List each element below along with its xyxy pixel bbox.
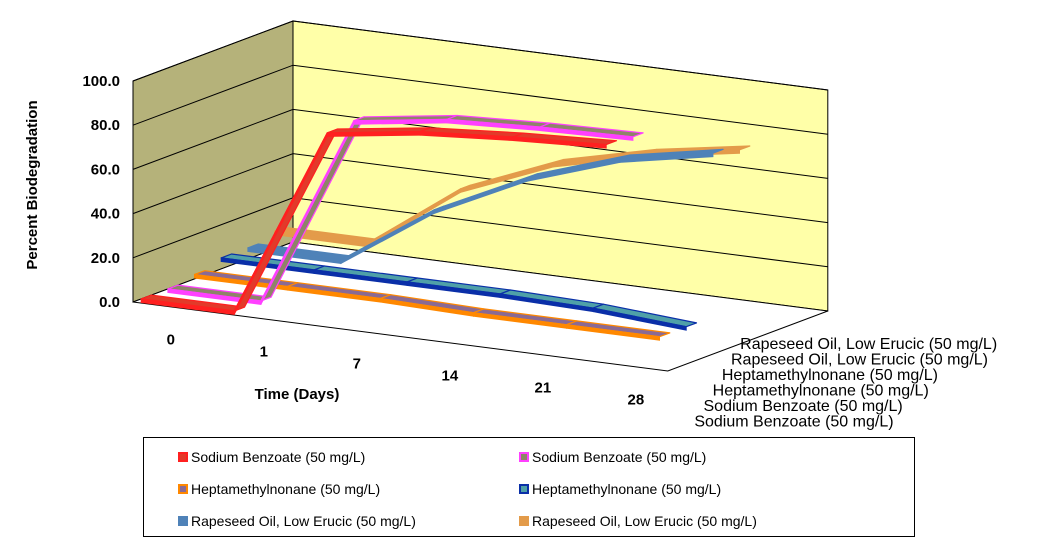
series-ribbon [167, 114, 644, 305]
legend-label: Rapeseed Oil, Low Erucic (50 mg/L) [532, 513, 757, 529]
ribbon-edge [619, 152, 714, 163]
y-axis-title: Percent Biodegradation [24, 100, 41, 269]
y-tick-label: 100.0 [82, 73, 120, 90]
x-axis-title: Time (Days) [255, 386, 340, 403]
y-tick-label: 60.0 [91, 161, 120, 178]
legend-label: Rapeseed Oil, Low Erucic (50 mg/L) [191, 513, 416, 529]
ribbon-edge [353, 118, 448, 125]
x-axis-tick-labels: 0 1 7 14 21 28 [167, 331, 645, 408]
depth-axis-labels: Sodium Benzoate (50 mg/L)Sodium Benzoate… [694, 336, 997, 430]
legend-swatch [519, 452, 529, 462]
gridline [132, 64, 828, 135]
y-tick-label: 80.0 [91, 117, 120, 134]
legend-swatch [178, 452, 188, 462]
depth-tick-label: Heptamethylnonane (50 mg/L) [713, 382, 929, 399]
legend-item: Heptamethylnonane (50 mg/L) [519, 479, 721, 499]
x-tick-label: 0 [167, 331, 175, 348]
legend-swatch [178, 484, 188, 494]
legend-swatch [519, 484, 529, 494]
y-tick-label: 0.0 [99, 294, 120, 311]
x-tick-label: 28 [628, 391, 645, 408]
legend-item: Rapeseed Oil, Low Erucic (50 mg/L) [519, 511, 757, 531]
legend-item: Sodium Benzoate (50 mg/L) [178, 447, 365, 467]
legend-swatch [178, 516, 188, 526]
ribbon-edge [326, 131, 421, 137]
depth-tick-label: Rapeseed Oil, Low Erucic (50 mg/L) [740, 336, 997, 353]
legend-swatch [519, 516, 529, 526]
gridline [132, 20, 828, 91]
depth-tick-label: Sodium Benzoate (50 mg/L) [704, 398, 903, 415]
x-tick-label: 21 [535, 379, 552, 396]
legend-label: Sodium Benzoate (50 mg/L) [191, 449, 366, 465]
chart-series-ribbons [140, 114, 751, 341]
y-tick-label: 20.0 [91, 250, 120, 267]
y-tick-label: 40.0 [91, 206, 120, 223]
x-tick-label: 14 [442, 367, 459, 384]
series-ribbon [247, 148, 724, 265]
legend-label: Heptamethylnonane (50 mg/L) [191, 481, 381, 497]
legend-item: Sodium Benzoate (50 mg/L) [519, 447, 706, 467]
y-axis-tick-labels: 0.0 20.0 40.0 60.0 80.0 100.0 [82, 73, 120, 311]
ribbon-edge [592, 307, 687, 331]
depth-tick-label: Sodium Benzoate (50 mg/L) [694, 413, 893, 430]
ribbon-edge [566, 324, 660, 341]
legend-label: Heptamethylnonane (50 mg/L) [532, 481, 722, 497]
x-tick-label: 7 [353, 355, 361, 372]
x-tick-label: 1 [260, 343, 268, 360]
series-ribbon [140, 127, 618, 315]
legend-item: Rapeseed Oil, Low Erucic (50 mg/L) [178, 511, 416, 531]
depth-tick-label: Heptamethylnonane (50 mg/L) [722, 367, 938, 384]
chart-plot-area: 0.0 20.0 40.0 60.0 80.0 100.0 0 1 7 14 21 28 Sodiu… [24, 20, 997, 430]
chart-legend: Sodium Benzoate (50 mg/L) Sodium Benzoate… [143, 437, 915, 537]
legend-label: Sodium Benzoate (50 mg/L) [532, 449, 707, 465]
series-ribbon [193, 270, 671, 341]
gridline [132, 153, 828, 224]
ribbon-edge [512, 136, 607, 149]
legend-item: Heptamethylnonane (50 mg/L) [178, 479, 380, 499]
depth-tick-label: Rapeseed Oil, Low Erucic (50 mg/L) [731, 351, 988, 368]
series-ribbon [220, 253, 698, 331]
ribbon-edge [539, 126, 634, 141]
